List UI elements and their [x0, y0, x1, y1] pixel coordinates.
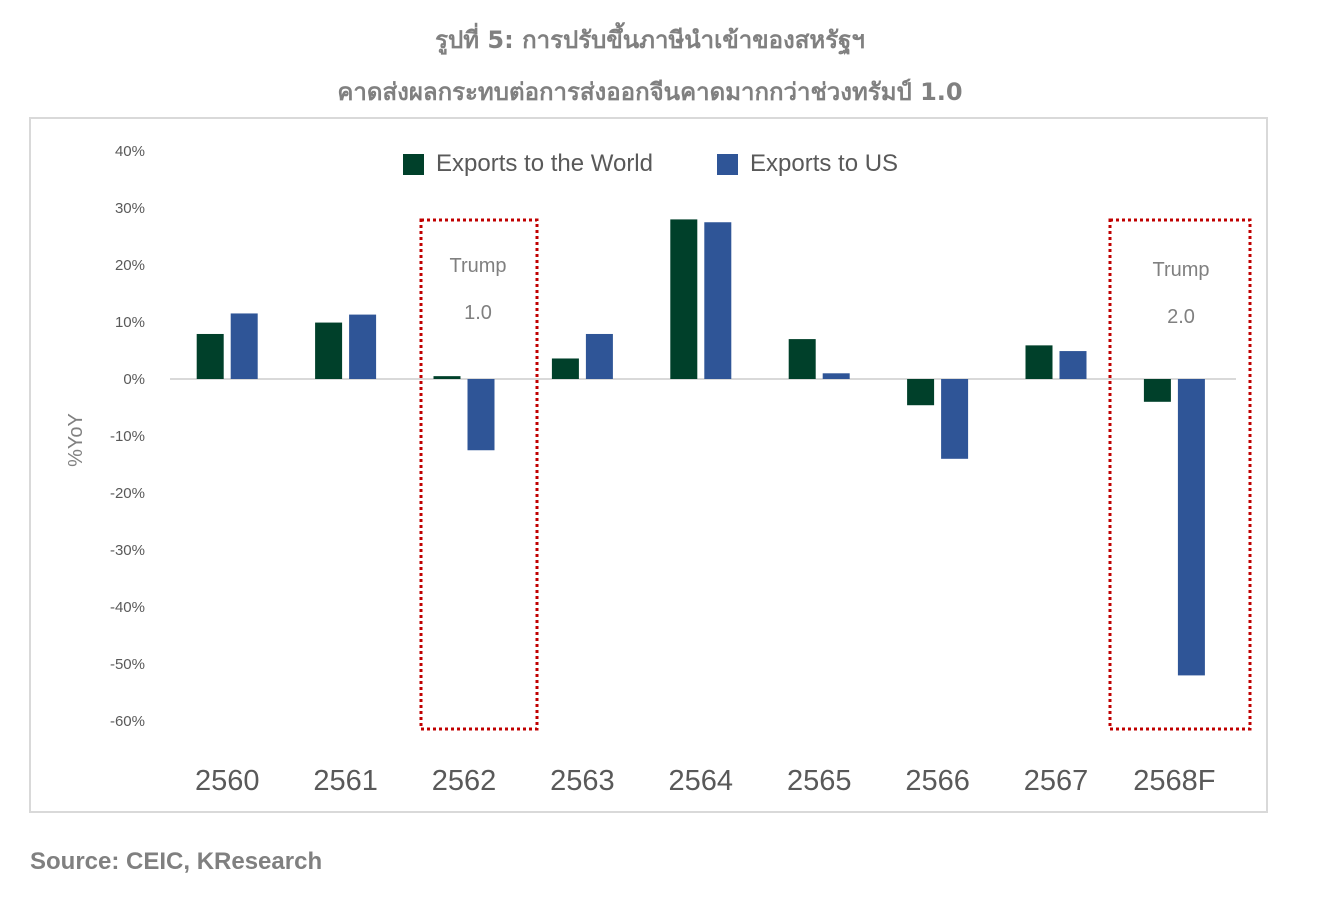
bar-world-2563: [551, 358, 579, 379]
y-axis-ticks: 40% 30% 20% 10% 0% -10% -20% -30% -40% -50% -60%: [110, 143, 145, 730]
bar-us-2561: [349, 314, 377, 379]
legend-label: Exports to US: [750, 150, 898, 177]
y-tick-label: -20%: [110, 485, 145, 502]
x-tick-label: 2560: [195, 765, 260, 797]
bar-world-2568F: [1143, 379, 1171, 402]
annotation-box: [419, 218, 539, 731]
bar-us-2568F: [1177, 379, 1205, 676]
y-tick-label: -40%: [110, 599, 145, 616]
chart-frame: [29, 117, 1268, 813]
bar-world-2561: [315, 322, 343, 379]
y-tick-label: 0%: [123, 371, 145, 388]
bar-us-2566: [941, 379, 969, 459]
legend: Exports to the World Exports to US: [403, 150, 898, 177]
legend-label: Exports to the World: [436, 150, 653, 177]
x-tick-label: 2566: [905, 765, 970, 797]
x-axis-ticks: 2560 2561 2562 2563 2564 2565 2566 2567 2568F: [195, 765, 1216, 797]
y-tick-label: 40%: [115, 143, 145, 160]
legend-swatch: [717, 154, 738, 175]
y-tick-label: -50%: [110, 656, 145, 673]
bar-us-2565: [822, 373, 850, 379]
bar-world-2566: [907, 379, 935, 406]
bars: [196, 219, 1205, 676]
bar-us-2567: [1059, 351, 1087, 379]
annotations: Trump 1.0 Trump 2.0: [419, 218, 1252, 731]
y-tick-label: -60%: [110, 713, 145, 730]
x-tick-label: 2565: [787, 765, 852, 797]
bar-us-2560: [230, 313, 258, 379]
y-axis-label: %YoY: [65, 413, 87, 467]
annotation-label: Trump: [449, 255, 506, 277]
y-tick-label: 10%: [115, 314, 145, 331]
y-tick-label: 30%: [115, 200, 145, 217]
y-tick-label: 20%: [115, 257, 145, 274]
bar-world-2565: [788, 339, 816, 379]
bar-us-2564: [704, 222, 732, 379]
x-tick-label: 2564: [669, 765, 734, 797]
chart-subtitle: คาดส่งผลกระทบต่อการส่งออกจีนคาดมากกว่าช่…: [337, 78, 963, 106]
annotation-label: Trump: [1152, 259, 1209, 281]
legend-swatch: [403, 154, 424, 175]
bar-world-2560: [196, 333, 224, 379]
annotation-label: 1.0: [464, 302, 492, 324]
bar-us-2563: [585, 333, 613, 379]
x-tick-label: 2561: [313, 765, 378, 797]
x-tick-label: 2568F: [1133, 765, 1215, 797]
x-tick-label: 2567: [1024, 765, 1089, 797]
x-tick-label: 2562: [432, 765, 497, 797]
y-tick-label: -30%: [110, 542, 145, 559]
annotation-label: 2.0: [1167, 306, 1195, 328]
source-note: Source: CEIC, KResearch: [30, 848, 323, 875]
chart-title: รูปที่ 5: การปรับขึ้นภาษีนำเข้าของสหรัฐฯ: [435, 26, 865, 54]
bar-us-2562: [467, 379, 495, 451]
x-tick-label: 2563: [550, 765, 615, 797]
bar-world-2564: [670, 219, 698, 379]
bar-world-2567: [1025, 345, 1053, 379]
bar-world-2562: [433, 376, 461, 379]
y-tick-label: -10%: [110, 428, 145, 445]
